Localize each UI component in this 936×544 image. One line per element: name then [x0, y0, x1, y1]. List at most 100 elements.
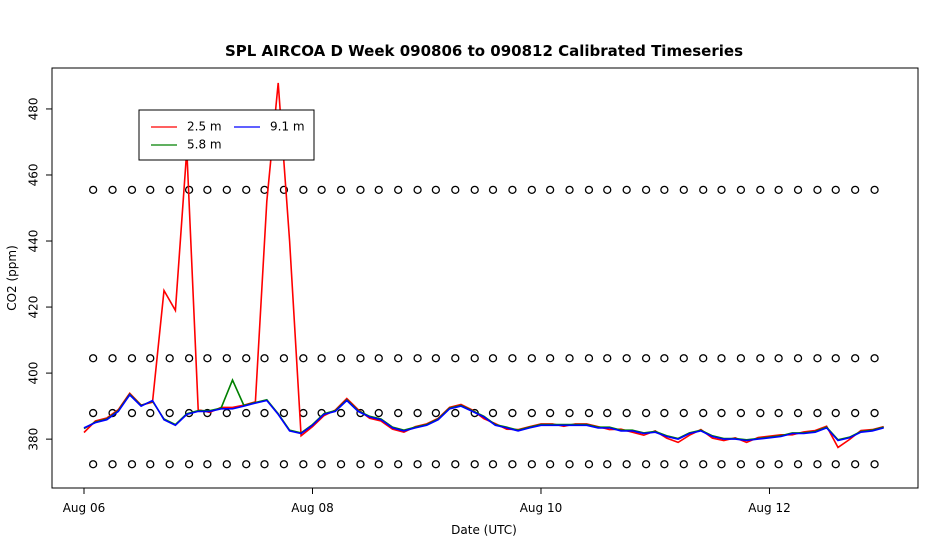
calibration-point	[831, 408, 840, 418]
calibration-point	[413, 185, 422, 194]
calibration-point	[108, 354, 117, 363]
calibration-point	[279, 185, 289, 194]
calibration-point	[641, 408, 651, 418]
calibration-point	[717, 408, 726, 418]
calibration-point	[679, 185, 688, 194]
calibration-point	[374, 460, 383, 469]
calibration-point	[488, 460, 498, 469]
calibration-point	[508, 185, 517, 194]
calibration-point	[736, 460, 746, 469]
calibration-point	[851, 185, 860, 194]
calibration-point	[88, 354, 98, 363]
calibration-point	[831, 185, 840, 194]
calibration-point	[374, 354, 383, 363]
y-tick-label: 440	[27, 230, 41, 253]
calibration-point	[413, 460, 422, 469]
calibration-point	[641, 354, 651, 363]
legend-label: 2.5 m	[187, 120, 222, 134]
calibration-point	[260, 354, 269, 363]
calibration-point	[584, 354, 594, 363]
calibration-point	[870, 185, 879, 194]
calibration-point	[127, 408, 137, 418]
calibration-point	[394, 460, 403, 469]
calibration-point	[565, 354, 574, 363]
calibration-point	[660, 460, 669, 469]
calibration-point	[431, 408, 441, 418]
calibration-point	[88, 185, 98, 194]
calibration-point	[242, 408, 251, 418]
calibration-point	[699, 408, 708, 418]
calibration-point	[88, 408, 98, 418]
calibration-point	[603, 460, 612, 469]
y-tick-label: 480	[27, 97, 41, 120]
plot-frame	[51, 67, 919, 489]
calibration-point	[870, 354, 879, 363]
calibration-point	[603, 185, 612, 194]
calibration-point	[451, 354, 460, 363]
calibration-point	[108, 460, 117, 469]
calibration-point	[374, 408, 383, 418]
x-tick-label: Aug 10	[520, 501, 563, 515]
calibration-point	[527, 354, 536, 363]
calibration-point	[451, 408, 460, 418]
calibration-point	[622, 354, 631, 363]
calibration-point	[774, 460, 783, 469]
calibration-point	[317, 185, 326, 194]
calibration-point	[431, 460, 441, 469]
calibration-point	[756, 408, 765, 418]
calibration-point	[299, 460, 308, 469]
x-axis-label: Date (UTC)	[451, 523, 517, 537]
calibration-point	[317, 354, 326, 363]
calibration-point	[603, 354, 612, 363]
calibration-point	[622, 460, 631, 469]
x-tick-label: Aug 06	[63, 501, 106, 515]
calibration-point	[527, 408, 536, 418]
calibration-point	[127, 460, 137, 469]
calibration-point	[299, 185, 308, 194]
calibration-point	[736, 408, 746, 418]
calibration-point	[203, 408, 212, 418]
series-line	[83, 393, 884, 442]
calibration-point	[736, 354, 746, 363]
calibration-point	[488, 185, 498, 194]
y-tick-label: 420	[27, 296, 41, 319]
calibration-point	[622, 408, 631, 418]
calibration-point	[622, 185, 631, 194]
calibration-point	[470, 354, 479, 363]
calibration-point	[299, 354, 308, 363]
calibration-point	[146, 460, 155, 469]
series-line	[83, 377, 884, 441]
calibration-point	[203, 354, 212, 363]
calibration-point	[717, 460, 726, 469]
calibration-point	[184, 460, 194, 469]
calibration-point	[317, 460, 326, 469]
calibration-point	[679, 408, 688, 418]
calibration-point	[165, 408, 174, 418]
calibration-point	[279, 460, 289, 469]
calibration-point	[756, 460, 765, 469]
calibration-point	[793, 460, 803, 469]
calibration-point	[242, 185, 251, 194]
calibration-point	[699, 354, 708, 363]
calibration-point	[584, 460, 594, 469]
calibration-point	[165, 460, 174, 469]
calibration-point	[451, 185, 460, 194]
calibration-point	[545, 408, 555, 418]
calibration-point	[660, 354, 669, 363]
calibration-point	[679, 460, 688, 469]
calibration-point	[279, 408, 289, 418]
calibration-point	[527, 460, 536, 469]
calibration-point	[260, 460, 269, 469]
calibration-point	[565, 185, 574, 194]
calibration-point	[488, 408, 498, 418]
calibration-point	[299, 408, 308, 418]
calibration-point	[774, 354, 783, 363]
calibration-point	[356, 354, 365, 363]
calibration-point	[508, 354, 517, 363]
x-tick-label: Aug 12	[748, 501, 791, 515]
calibration-point	[508, 408, 517, 418]
calibration-point	[374, 185, 383, 194]
calibration-point	[793, 185, 803, 194]
calibration-point	[699, 185, 708, 194]
